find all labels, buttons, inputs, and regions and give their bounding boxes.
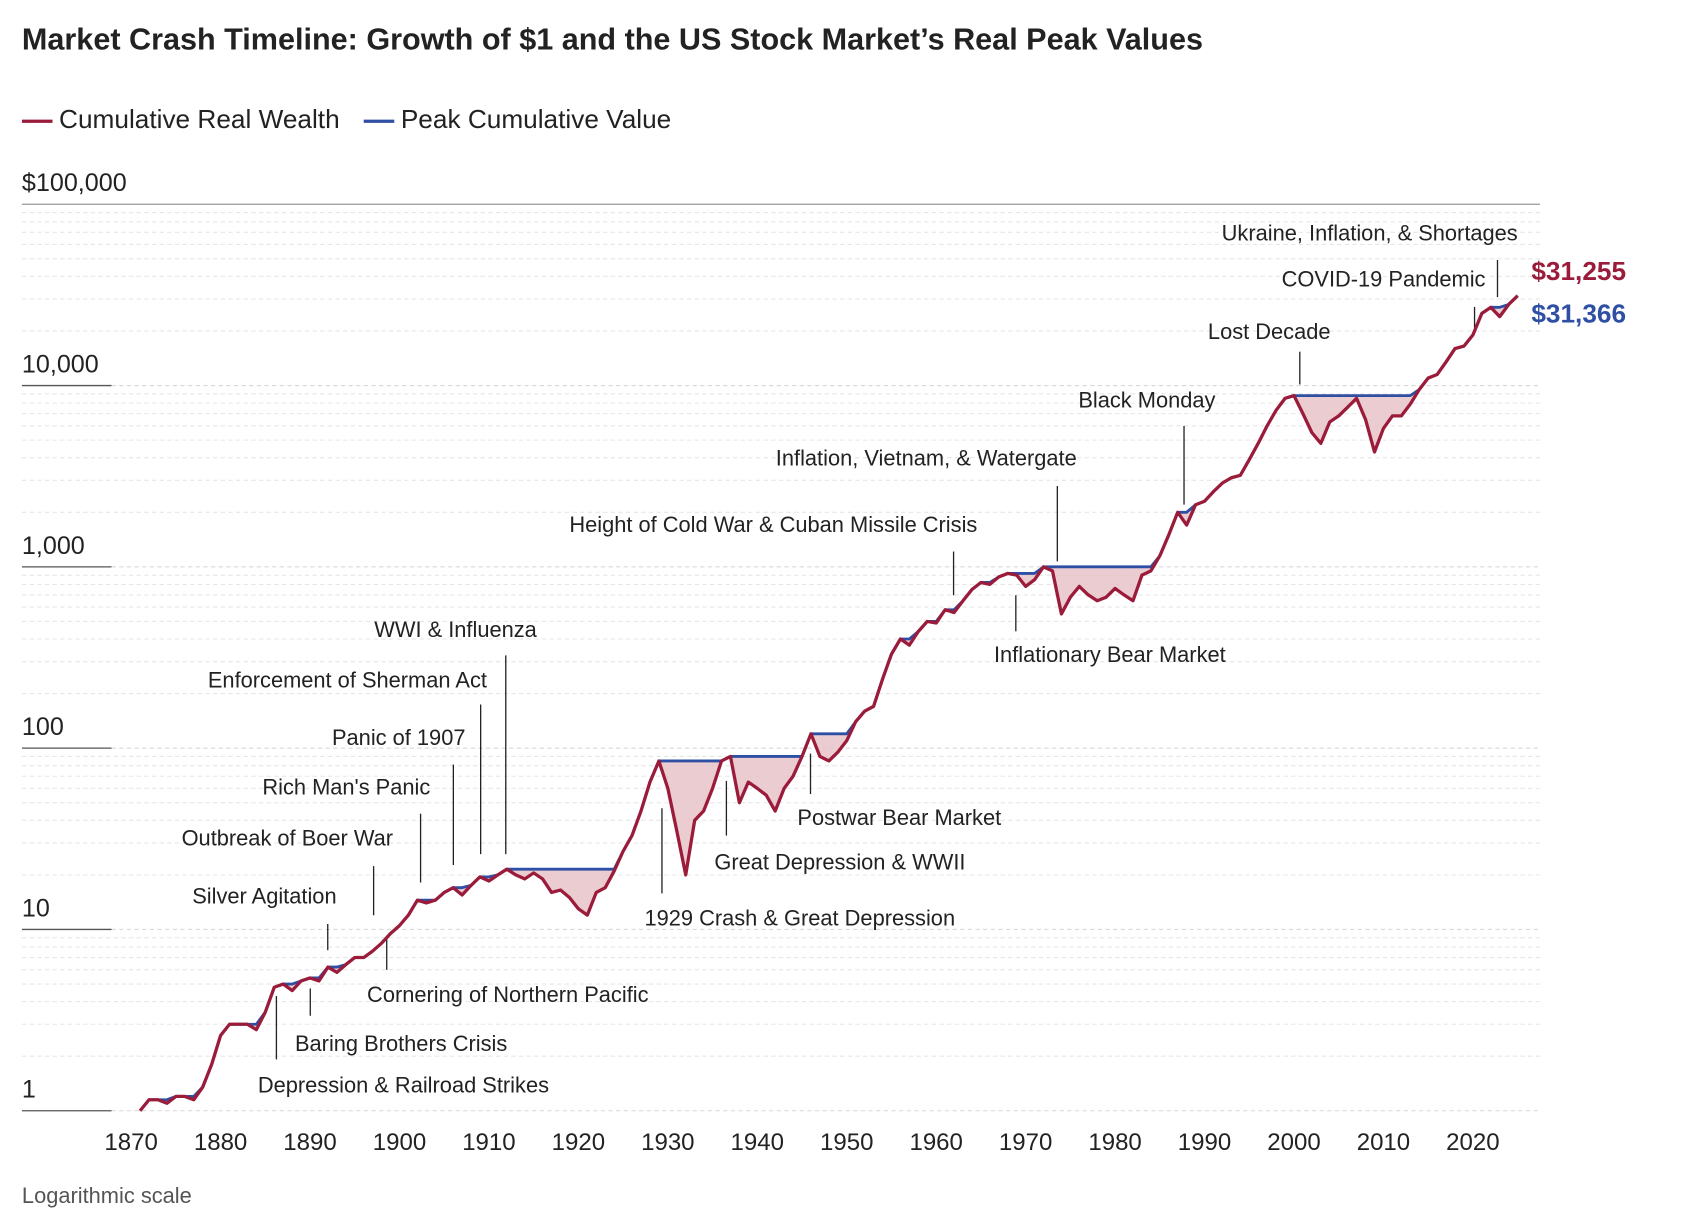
y-tick-label: 100: [22, 713, 64, 741]
wealth-line: [138, 294, 1519, 1112]
y-tick-label: 1,000: [22, 532, 85, 560]
annotation: Panic of 1907: [332, 725, 466, 750]
x-tick-label: 1950: [820, 1129, 873, 1156]
annotation: Inflation, Vietnam, & Watergate: [776, 446, 1077, 471]
x-tick-label: 2000: [1267, 1129, 1320, 1156]
chart-title: Market Crash Timeline: Growth of $1 and …: [22, 23, 1203, 57]
annotation: Rich Man's Panic: [262, 774, 430, 799]
annotation: Inflationary Bear Market: [994, 642, 1226, 667]
x-tick-label: 1930: [641, 1129, 694, 1156]
x-tick-label: 1890: [283, 1129, 336, 1156]
x-tick-label: 1960: [909, 1129, 962, 1156]
annotation: Baring Brothers Crisis: [295, 1031, 507, 1056]
footnote: Logarithmic scale: [22, 1183, 192, 1208]
annotation: Depression & Railroad Strikes: [258, 1073, 549, 1098]
annotation: Ukraine, Inflation, & Shortages: [1222, 221, 1518, 246]
x-tick-label: 1970: [999, 1129, 1052, 1156]
annotation: Height of Cold War & Cuban Missile Crisi…: [569, 512, 977, 537]
annotation: Postwar Bear Market: [797, 805, 1001, 830]
annotation: Great Depression & WWII: [714, 850, 965, 875]
y-tick-label: 10: [22, 894, 50, 922]
y-tick-label: $100,000: [22, 169, 127, 197]
x-tick-label: 1900: [373, 1129, 426, 1156]
legend-label: Cumulative Real Wealth: [59, 104, 340, 134]
annotation: Cornering of Northern Pacific: [367, 982, 649, 1007]
y-tick-label: 10,000: [22, 351, 99, 379]
annotation: COVID-19 Pandemic: [1282, 266, 1486, 291]
end-value-label: $31,255: [1531, 256, 1626, 286]
annotation: Black Monday: [1078, 388, 1215, 413]
drawdown-area: [140, 295, 1518, 1111]
x-tick-label: 1990: [1178, 1129, 1231, 1156]
end-value-label: $31,366: [1531, 299, 1626, 329]
x-tick-label: 1940: [731, 1129, 784, 1156]
legend-label: Peak Cumulative Value: [401, 104, 671, 134]
annotation: WWI & Influenza: [374, 617, 537, 642]
x-tick-label: 1870: [104, 1129, 157, 1156]
annotation: Enforcement of Sherman Act: [208, 667, 487, 692]
annotation: 1929 Crash & Great Depression: [644, 905, 955, 930]
x-tick-label: 1980: [1088, 1129, 1141, 1156]
x-tick-label: 2020: [1446, 1129, 1499, 1156]
x-tick-label: 1910: [462, 1129, 515, 1156]
annotation: Outbreak of Boer War: [182, 826, 394, 851]
x-tick-label: 1880: [194, 1129, 247, 1156]
x-tick-label: 1920: [552, 1129, 605, 1156]
x-tick-label: 2010: [1357, 1129, 1410, 1156]
y-tick-label: 1: [22, 1076, 36, 1104]
annotation: Silver Agitation: [192, 884, 336, 909]
annotation: Lost Decade: [1208, 319, 1331, 344]
